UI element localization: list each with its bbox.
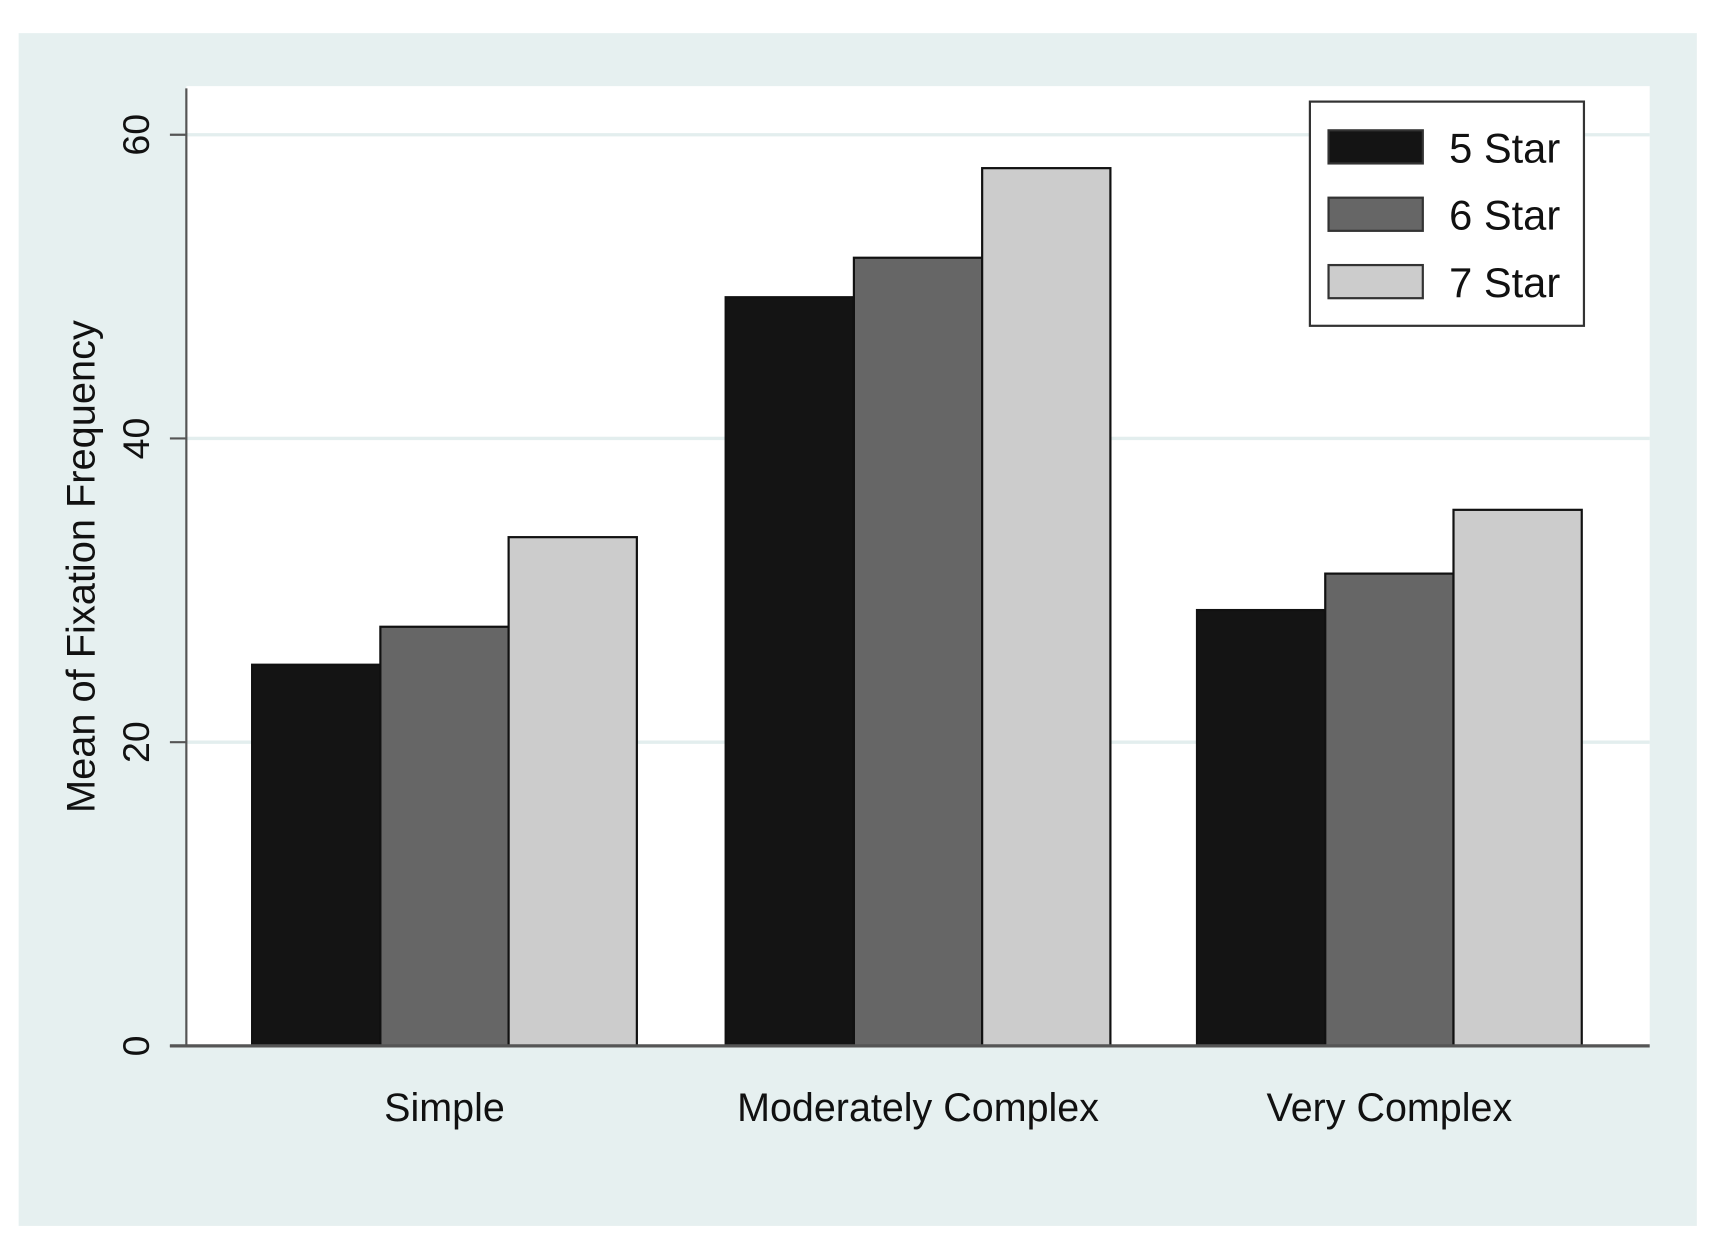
x-tick-label: Moderately Complex <box>737 1086 1099 1130</box>
bar <box>724 296 855 1047</box>
legend-label: 5 Star <box>1449 124 1560 171</box>
bar <box>1324 572 1455 1047</box>
bar <box>981 167 1112 1047</box>
legend-swatch <box>1327 196 1424 232</box>
legend-swatch <box>1327 263 1424 300</box>
legend-swatch <box>1327 129 1424 165</box>
bar <box>1452 508 1583 1047</box>
bar <box>379 625 510 1047</box>
x-tick-label: Simple <box>384 1086 505 1130</box>
legend: 5 Star 6 Star 7 Star <box>1308 100 1586 327</box>
bar <box>1195 608 1327 1047</box>
bar <box>852 256 984 1047</box>
y-axis-label: Mean of Fixation Frequency <box>59 320 103 813</box>
y-tick-label: 20 <box>115 721 157 763</box>
y-tick-label: 60 <box>115 114 157 156</box>
y-tick-label: 0 <box>115 1035 157 1056</box>
legend-label: 7 Star <box>1449 259 1560 306</box>
x-tick-label: Very Complex <box>1267 1086 1513 1130</box>
legend-label: 6 Star <box>1449 192 1560 239</box>
bar <box>251 663 382 1047</box>
bar <box>507 536 638 1047</box>
y-tick-label: 40 <box>115 418 157 460</box>
